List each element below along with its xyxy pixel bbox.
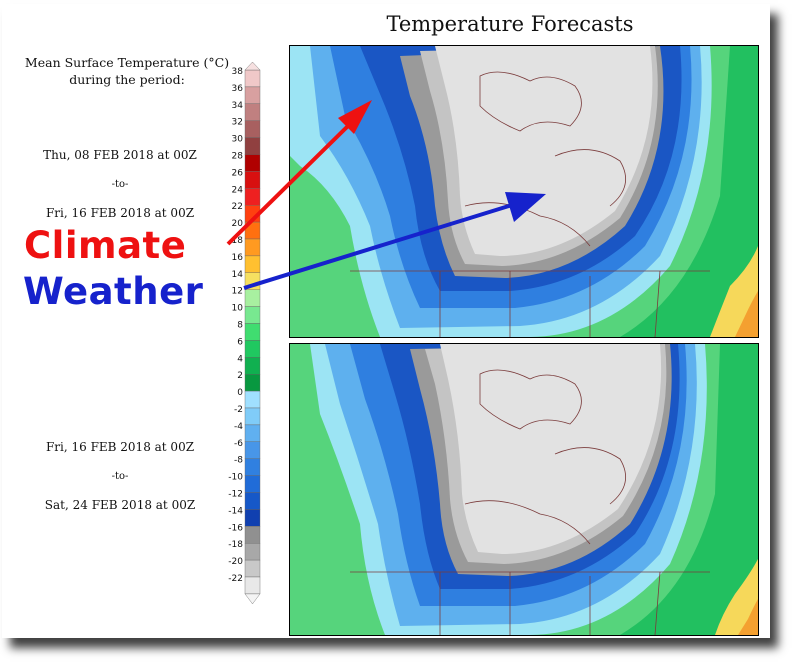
bay-outline (554, 149, 627, 207)
climate-arrow (226, 100, 372, 246)
island-outline (479, 71, 582, 132)
colorbar-tick-label: 6 (237, 337, 243, 347)
colorbar-tick-label: 12 (232, 287, 243, 297)
period-top-to: Fri, 16 FEB 2018 at 00Z (45, 206, 195, 220)
colorbar-tick-label: -14 (228, 506, 243, 516)
colorbar-tick-label: 22 (232, 202, 243, 212)
period-top-sep: -to- (111, 179, 129, 190)
colorbar-tick-label: 34 (232, 101, 244, 111)
colorbar-tick-label: -20 (228, 557, 243, 567)
weather-label: Weather (23, 270, 204, 313)
coast-outline (464, 500, 591, 545)
colorbar-bottom-cap (244, 593, 261, 605)
period-top-from: Thu, 08 FEB 2018 at 00Z (43, 148, 197, 162)
colorbar-tick-label: -18 (228, 540, 243, 550)
weather-arrow (243, 192, 546, 290)
orange-region (738, 599, 758, 635)
colorbar-tick-label: -16 (228, 523, 243, 533)
colorbar-tick-label: 2 (237, 371, 243, 381)
colorbar-tick-label: 32 (232, 118, 243, 128)
legend-heading-line1: Mean Surface Temperature (°C) (24, 55, 230, 70)
cold-core (440, 344, 662, 554)
temperature-map-1 (290, 46, 758, 337)
colorbar-tick-label: 4 (237, 354, 243, 364)
colorbar-tick-label: -4 (234, 422, 243, 432)
period-bottom-from: Fri, 16 FEB 2018 at 00Z (45, 440, 195, 454)
map-panel-period-1 (289, 45, 759, 338)
period-bottom: Fri, 16 FEB 2018 at 00Z -to- Sat, 24 FEB… (20, 440, 220, 527)
colorbar-tick-label: -8 (234, 456, 243, 466)
coast-outline (464, 202, 591, 247)
period-bottom-to: Sat, 24 FEB 2018 at 00Z (44, 498, 196, 512)
colorbar-tick-label: 0 (237, 388, 243, 398)
climate-label: Climate (24, 224, 187, 267)
boundaries-2 (350, 369, 710, 635)
temperature-map-2 (290, 344, 758, 635)
colorbar-tick-label: 14 (232, 270, 244, 280)
colorbar-tick-label: 26 (232, 168, 244, 178)
period-top: Thu, 08 FEB 2018 at 00Z -to- Fri, 16 FEB… (20, 148, 220, 235)
colorbar-tick-label: 8 (237, 321, 243, 331)
boundaries-1 (350, 71, 710, 337)
page-title: Temperature Forecasts (386, 12, 634, 36)
legend-heading: Mean Surface Temperature (°C) during the… (8, 54, 246, 88)
colorbar-tick-label: 24 (232, 185, 244, 195)
colorbar-tick-label: 30 (232, 135, 244, 145)
orange-region (735, 291, 758, 337)
colorbar-tick-label: -6 (234, 439, 243, 449)
state-lines (439, 571, 661, 635)
state-lines (439, 270, 661, 337)
colorbar-tick-label: 16 (232, 253, 244, 263)
colorbar-tick-label: 20 (232, 219, 244, 229)
colorbar-tick-label: -22 (228, 574, 243, 584)
colorbar-tick-label: 10 (232, 304, 244, 314)
yellow-region (715, 559, 758, 635)
colorbar-tick-label: -2 (234, 405, 243, 415)
cold-core (435, 46, 653, 256)
colorbar-tick-label: 28 (232, 152, 244, 162)
colorbar-tick-label: 18 (232, 236, 244, 246)
temperature-colorbar: 38363432302826242220181614121086420-2-4-… (228, 61, 261, 605)
colorbar-tick-label: -12 (228, 490, 243, 500)
period-bottom-sep: -to- (111, 471, 129, 482)
island-outline (479, 369, 582, 430)
bay-outline (554, 447, 627, 505)
colorbar-tick-label: -10 (228, 473, 243, 483)
map-panel-period-2 (289, 343, 759, 636)
colorbar-top-cap (244, 61, 261, 71)
colorbar-tick-label: 38 (232, 67, 244, 77)
colorbar-tick-label: 36 (232, 84, 244, 94)
legend-heading-line2: during the period: (69, 72, 185, 87)
